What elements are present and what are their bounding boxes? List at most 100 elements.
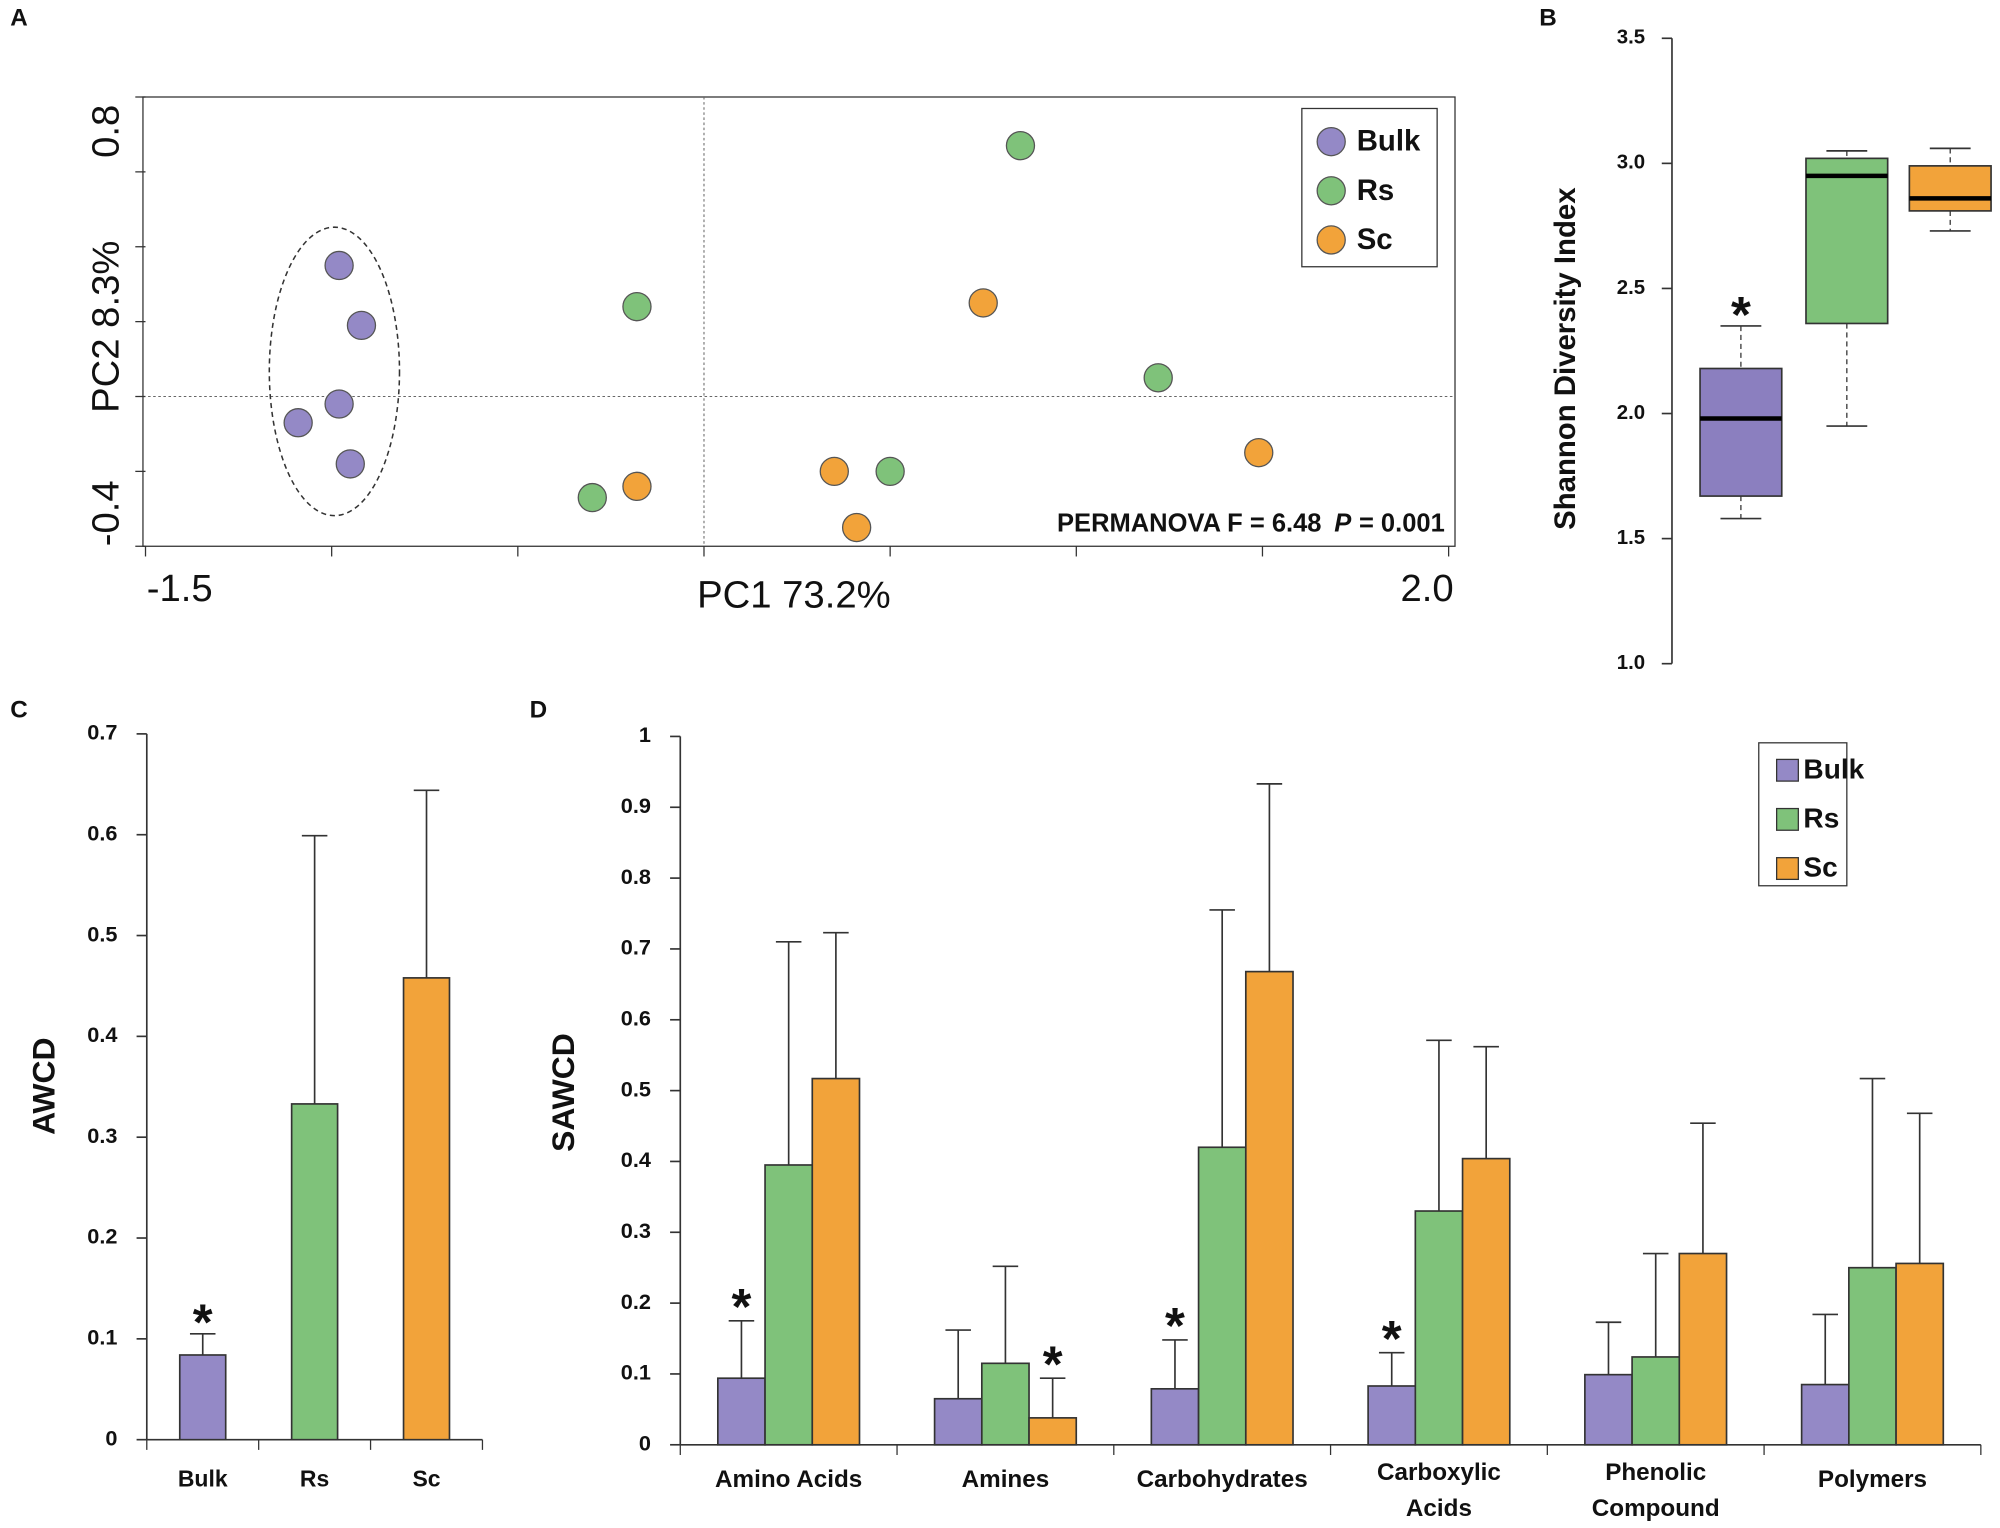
bar [764, 1164, 814, 1446]
y-tick-label: 0.9 [621, 793, 651, 818]
y-axis-label: AWCD [25, 1037, 61, 1134]
annotation: PERMANOVA F = 6.48 P = 0.001 [1057, 509, 1445, 537]
y-tick-label: 0.3 [87, 1123, 117, 1148]
bar [402, 977, 451, 1441]
x-tick-label: Sc [412, 1466, 440, 1492]
y-tick-label: -0.4 [85, 480, 128, 546]
bar [1414, 1210, 1464, 1446]
x-tick-label: Phenolic Compound [1592, 1460, 1720, 1523]
point [819, 456, 849, 487]
bar [1631, 1356, 1681, 1446]
significance-marker: * [1043, 1335, 1063, 1392]
x-tick-label: -1.5 [147, 567, 213, 610]
x-tick-label: Amino Acids [715, 1466, 862, 1493]
bar [1197, 1146, 1247, 1446]
y-tick-label: 2.0 [1617, 402, 1645, 424]
y-tick-label: 0.3 [621, 1218, 651, 1243]
point [1244, 437, 1274, 468]
x-axis-label: PC1 73.2% [697, 573, 891, 616]
legend-swatch [1775, 758, 1799, 782]
point [335, 449, 365, 479]
x-tick-label: 2.0 [1401, 567, 1454, 610]
legend-label: Sc [1803, 852, 1837, 883]
panel-label: C [10, 696, 28, 723]
legend-swatch [1775, 857, 1799, 881]
legend-label: Rs [1803, 802, 1839, 833]
bar [1584, 1373, 1633, 1446]
y-tick-label: 0.6 [87, 820, 117, 845]
point [622, 291, 652, 322]
significance-marker: * [1165, 1297, 1185, 1354]
y-tick-label: 0.7 [621, 935, 651, 960]
y-tick-label: 1.5 [1617, 527, 1645, 549]
panel-label: B [1539, 5, 1557, 32]
y-tick-label: 0.8 [621, 864, 651, 889]
point [346, 310, 377, 341]
y-tick-label: 0.1 [621, 1360, 651, 1385]
plot-frame [142, 96, 1456, 547]
y-tick-label: 0.7 [87, 720, 117, 745]
point [324, 389, 354, 419]
x-tick-label: Polymers [1818, 1466, 1927, 1493]
legend-swatch [1316, 225, 1346, 255]
bar [1895, 1262, 1945, 1446]
x-tick-label: Carboxylic Acids [1377, 1460, 1501, 1523]
point [324, 250, 354, 281]
y-tick-label: 0.4 [87, 1022, 117, 1047]
panel-label: D [530, 696, 548, 723]
point [1143, 363, 1173, 393]
y-tick-label: 0.6 [621, 1006, 651, 1031]
x-tick-label: Bulk [178, 1466, 228, 1492]
y-axis-label: PC2 8.3% [85, 241, 128, 413]
y-tick-label: 3.0 [1617, 152, 1645, 174]
point [622, 471, 652, 502]
legend-label: Rs [1357, 174, 1395, 207]
bar [1244, 970, 1294, 1446]
legend-swatch [1316, 126, 1346, 157]
y-tick-label: 0.2 [87, 1224, 117, 1249]
box [1699, 367, 1783, 497]
point [577, 482, 607, 513]
bar [980, 1362, 1030, 1446]
bar [1367, 1385, 1417, 1446]
legend-swatch [1775, 807, 1799, 831]
point [968, 288, 998, 318]
annotation-part: P [1334, 509, 1352, 537]
bar [811, 1077, 861, 1446]
legend-box [1758, 742, 1848, 887]
y-tick-label: 0.1 [87, 1325, 117, 1350]
box [1908, 165, 1992, 212]
y-tick-label: 3.5 [1617, 27, 1645, 49]
x-tick-label: Carbohydrates [1137, 1466, 1308, 1493]
bar [290, 1103, 339, 1441]
x-tick-label: Rs [300, 1466, 329, 1492]
y-tick-label: 1 [639, 722, 651, 747]
y-tick-label: 0 [105, 1425, 117, 1450]
bar [716, 1377, 766, 1446]
annotation-part: = 0.001 [1359, 509, 1445, 537]
y-tick-label: 0.5 [621, 1076, 651, 1101]
bar [933, 1397, 983, 1446]
significance-marker: * [1731, 286, 1751, 343]
y-tick-label: 0.5 [87, 921, 117, 946]
y-tick-label: 2.5 [1617, 277, 1645, 299]
point [283, 408, 313, 438]
y-tick-label: 1.0 [1617, 652, 1645, 674]
y-tick-label: 0.2 [621, 1289, 651, 1314]
legend-label: Bulk [1803, 753, 1864, 784]
y-tick-label: 0.4 [621, 1147, 651, 1172]
legend-label: Sc [1357, 223, 1393, 256]
bar [1150, 1387, 1200, 1446]
legend-label: Bulk [1357, 125, 1421, 158]
bar [1678, 1252, 1728, 1446]
significance-marker: * [193, 1294, 213, 1351]
bar [1800, 1383, 1850, 1446]
point [1005, 130, 1036, 161]
bar [1461, 1157, 1511, 1446]
bar [1028, 1417, 1078, 1446]
panel-label: A [10, 5, 28, 32]
x-tick-label: Amines [962, 1466, 1050, 1493]
y-axis-label: SAWCD [545, 1033, 581, 1152]
annotation-part: PERMANOVA F = 6.48 [1057, 509, 1321, 537]
